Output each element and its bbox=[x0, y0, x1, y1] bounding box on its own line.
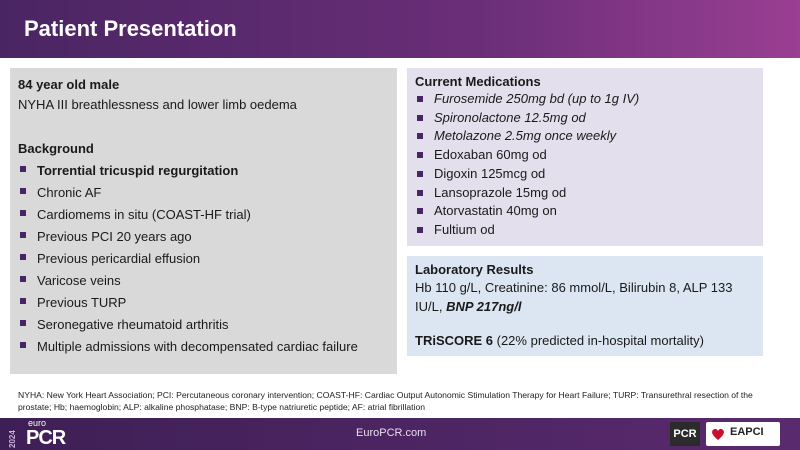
lab-panel: Laboratory Results Hb 110 g/L, Creatinin… bbox=[407, 256, 763, 356]
footer: 2024 euro PCR EuroPCR.com PCR EAPCI bbox=[0, 418, 800, 450]
list-item: Lansoprazole 15mg od bbox=[415, 184, 755, 203]
medications-panel: Current Medications Furosemide 250mg bd … bbox=[407, 68, 763, 246]
triscore: TRiSCORE 6 (22% predicted in-hospital mo… bbox=[415, 333, 755, 349]
title: Patient Presentation bbox=[24, 16, 237, 41]
list-item: Cardiomems in situ (COAST-HF trial) bbox=[18, 204, 389, 226]
list-item: Seronegative rheumatoid arthritis bbox=[18, 314, 389, 336]
list-item: Torrential tricuspid regurgitation bbox=[18, 160, 389, 182]
footer-brand: PCR bbox=[26, 427, 66, 449]
list-item: Atorvastatin 40mg on bbox=[415, 202, 755, 221]
lab-title: Laboratory Results bbox=[415, 262, 534, 277]
eapci-icon bbox=[712, 428, 724, 440]
list-item: Furosemide 250mg bd (up to 1g IV) bbox=[415, 90, 755, 109]
list-item: Digoxin 125mcg od bbox=[415, 165, 755, 184]
list-item: Multiple admissions with decompensated c… bbox=[18, 336, 389, 355]
footer-brand-top: euro bbox=[28, 418, 47, 428]
eapci-badge: EAPCI bbox=[706, 422, 780, 446]
footnote: NYHA: New York Heart Association; PCI: P… bbox=[18, 390, 753, 412]
list-item: Previous pericardial effusion bbox=[18, 248, 389, 270]
triscore-value: TRiSCORE 6 bbox=[415, 333, 494, 348]
eapci-text: EAPCI bbox=[730, 426, 764, 438]
footer-year: 2024 bbox=[8, 430, 17, 448]
summary: 84 year old male bbox=[18, 77, 120, 92]
footer-url: EuroPCR.com bbox=[356, 427, 427, 439]
background-list: Torrential tricuspid regurgitation Chroni… bbox=[18, 160, 389, 355]
medications-title: Current Medications bbox=[415, 74, 541, 89]
list-item: Spironolactone 12.5mg od bbox=[415, 109, 755, 128]
lab-results: Hb 110 g/L, Creatinine: 86 mmol/L, Bilir… bbox=[415, 278, 745, 316]
list-item: Previous PCI 20 years ago bbox=[18, 226, 389, 248]
bnp: BNP 217ng/l bbox=[446, 299, 522, 314]
patient-panel: 84 year old male NYHA III breathlessness… bbox=[10, 68, 397, 374]
list-item: Previous TURP bbox=[18, 292, 389, 314]
header: Patient Presentation bbox=[0, 0, 800, 58]
pcr-badge: PCR bbox=[670, 422, 700, 446]
background-title: Background bbox=[18, 141, 94, 156]
list-item: Fultium od bbox=[415, 221, 755, 240]
list-item: Edoxaban 60mg od bbox=[415, 146, 755, 165]
list-item: Chronic AF bbox=[18, 182, 389, 204]
triscore-note: (22% predicted in-hospital mortality) bbox=[493, 333, 704, 348]
medications-list: Furosemide 250mg bd (up to 1g IV) Spirono… bbox=[415, 90, 755, 240]
list-item: Metolazone 2.5mg once weekly bbox=[415, 127, 755, 146]
complaint: NYHA III breathlessness and lower limb o… bbox=[18, 97, 297, 112]
list-item: Varicose veins bbox=[18, 270, 389, 292]
lab-text: Hb 110 g/L, Creatinine: 86 mmol/L, Bilir… bbox=[415, 280, 733, 314]
